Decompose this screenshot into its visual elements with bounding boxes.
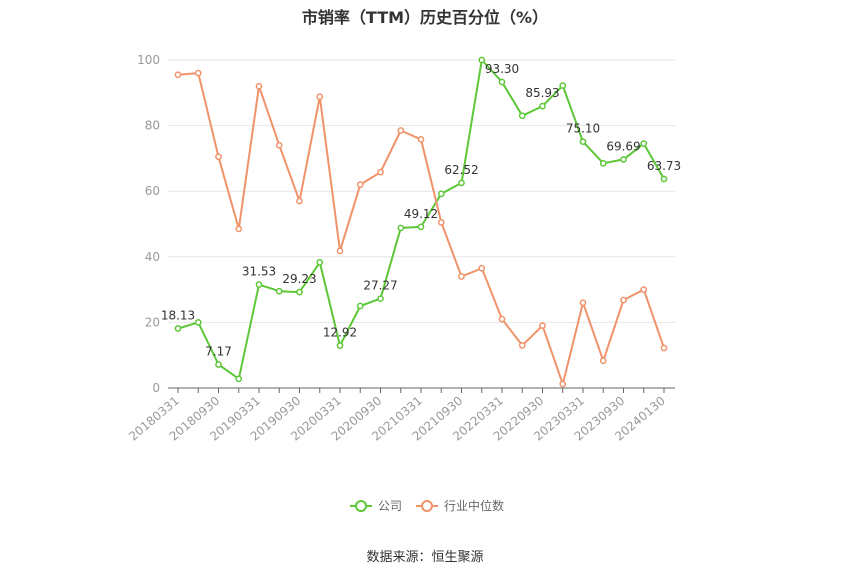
series-1-point [397, 127, 405, 134]
series-1-point [336, 247, 344, 255]
series-0-point [215, 361, 222, 368]
series-1-point [194, 69, 202, 77]
chart-title: 市销率（TTM）历史百分位（%） [301, 8, 549, 27]
series-1-point [579, 299, 587, 307]
series-0-point [599, 159, 607, 167]
series-0-point [478, 56, 486, 64]
label-layer: 18.13 7.17 31.53 29.23 12.92 27.27 49.12 62.52 9… [161, 62, 681, 359]
y-tick-label: 80 [145, 119, 160, 133]
series-0-point [377, 295, 384, 302]
series-1-point [417, 136, 425, 143]
series-0-point [296, 288, 303, 296]
series-0-point [194, 319, 202, 326]
series-0-point [397, 224, 405, 232]
series-0-point [518, 112, 526, 120]
series-0-point [458, 179, 465, 187]
legend-label: 行业中位数 [444, 498, 504, 513]
series-0-point [275, 287, 283, 295]
series-0-point [316, 259, 324, 266]
series-1-point [620, 296, 627, 304]
series-1-point [498, 315, 506, 323]
y-tick-label: 20 [145, 315, 160, 329]
legend-swatch-marker [355, 500, 367, 512]
series-1-point [559, 380, 567, 388]
series-1-point [275, 141, 283, 149]
legend-swatch-marker [421, 500, 433, 512]
series-0-point [620, 156, 627, 163]
series-layer [174, 56, 668, 388]
data-label: 12.92 [323, 326, 357, 340]
series-0-point [579, 138, 587, 146]
data-label: 85.93 [525, 86, 559, 100]
series-1-point [174, 71, 182, 79]
data-label: 93.30 [485, 62, 519, 76]
data-label: 31.53 [242, 265, 276, 279]
series-1-point [660, 344, 668, 352]
source-note: 数据来源：恒生聚源 [366, 550, 484, 565]
series-0-point [235, 375, 243, 383]
series-1-point [356, 181, 364, 188]
series-1-point [478, 264, 486, 272]
y-tick-label: 60 [145, 184, 160, 198]
legend-item-0: 公司 [350, 499, 402, 513]
series-1-point [235, 225, 243, 233]
series-1-point [215, 153, 222, 161]
series-1-point [296, 197, 303, 205]
series-0-point [640, 140, 648, 147]
series-0-point [539, 102, 546, 110]
series-0-point [255, 281, 263, 288]
data-label: 27.27 [363, 279, 397, 293]
data-label: 7.17 [205, 344, 232, 358]
y-tick-label: 40 [145, 250, 160, 264]
series-1-point [316, 93, 324, 101]
legend: 公司 行业中位数 [350, 498, 504, 513]
series-1-point [377, 168, 384, 176]
series-0-point [559, 82, 567, 89]
data-label: 63.73 [647, 159, 681, 173]
series-0-point [356, 302, 364, 310]
series-0-point [174, 325, 182, 332]
series-0-point [417, 223, 425, 231]
series-0-point [660, 175, 668, 183]
series-1-point [458, 273, 465, 280]
series-0-point [336, 342, 344, 349]
y-tick-label: 100 [137, 53, 160, 67]
legend-label: 公司 [378, 499, 402, 513]
data-label: 49.12 [404, 207, 438, 221]
data-label: 29.23 [282, 272, 316, 286]
series-1-point [518, 342, 526, 349]
data-label: 75.10 [566, 122, 600, 136]
data-label: 18.13 [161, 309, 195, 323]
y-tick-label: 0 [152, 381, 160, 395]
data-label: 69.69 [606, 139, 640, 153]
series-1-point [437, 219, 445, 226]
series-1-point [599, 357, 607, 365]
series-1-point [640, 286, 648, 293]
series-1-point [539, 322, 546, 330]
data-label: 62.52 [444, 163, 478, 177]
series-0-point [498, 78, 506, 86]
legend-item-1: 行业中位数 [416, 498, 504, 513]
series-1-point [255, 82, 263, 90]
series-0-point [437, 190, 445, 198]
